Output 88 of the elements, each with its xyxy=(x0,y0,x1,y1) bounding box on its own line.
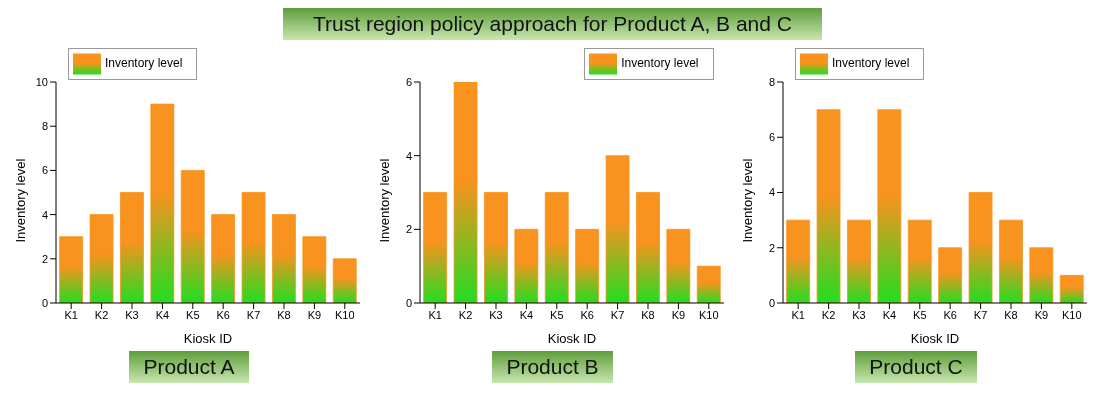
bar xyxy=(847,219,871,303)
x-tick-label: K6 xyxy=(216,308,230,321)
bar xyxy=(453,82,477,303)
text: Product C xyxy=(855,351,977,383)
bar xyxy=(513,228,538,303)
y-tick-label: 2 xyxy=(41,252,48,265)
x-tick-label: K5 xyxy=(186,308,200,321)
x-axis-title: Kiosk ID xyxy=(910,331,960,346)
bar xyxy=(422,192,447,303)
text: Trust region policy approach for Product A, B and C xyxy=(283,8,822,40)
y-tick-label: 6 xyxy=(41,164,48,177)
x-tick-label: K6 xyxy=(579,308,594,321)
bar xyxy=(332,258,357,303)
bar xyxy=(272,214,296,303)
y-tick-label: 6 xyxy=(405,75,412,88)
y-tick-label: 8 xyxy=(768,75,775,88)
x-tick-label: K9 xyxy=(1034,308,1049,321)
x-tick-label: K1 xyxy=(791,308,805,321)
y-tick-label: 2 xyxy=(768,241,775,254)
x-tick-label: K2 xyxy=(458,308,472,321)
x-tick-label: K3 xyxy=(125,308,139,321)
bar xyxy=(1059,274,1084,303)
x-tick-label: K7 xyxy=(973,308,988,321)
x-tick-label: K3 xyxy=(852,308,866,321)
x-tick-label: K3 xyxy=(488,308,503,321)
bar xyxy=(211,214,236,303)
x-tick-label: K10 xyxy=(1062,308,1082,321)
bar xyxy=(665,228,690,303)
x-tick-label: K9 xyxy=(307,308,322,321)
bar xyxy=(483,192,508,303)
y-tick-label: 0 xyxy=(41,296,48,309)
bar xyxy=(635,192,660,303)
bar xyxy=(696,265,721,303)
y-tick-label: 8 xyxy=(41,120,48,133)
bar xyxy=(59,236,84,303)
y-axis-title: Inventory level xyxy=(12,158,28,243)
bar xyxy=(150,103,175,303)
bar xyxy=(180,170,205,303)
bar xyxy=(302,236,327,303)
x-tick-label: K5 xyxy=(549,308,564,321)
bar xyxy=(786,219,811,303)
x-tick-label: K5 xyxy=(913,308,927,321)
bar xyxy=(574,228,599,303)
y-tick-label: 6 xyxy=(768,131,775,144)
bar xyxy=(816,109,841,303)
y-tick-label: 4 xyxy=(405,149,412,162)
bar xyxy=(907,219,932,303)
y-tick-label: 4 xyxy=(41,208,48,221)
x-tick-label: K4 xyxy=(519,308,533,321)
bar xyxy=(999,219,1023,303)
y-tick-label: 10 xyxy=(35,75,48,88)
text: Product A xyxy=(129,351,249,383)
y-axis-title: Inventory level xyxy=(739,158,755,243)
bar xyxy=(120,192,144,303)
x-tick-label: K10 xyxy=(698,308,719,321)
y-axis-title: Inventory level xyxy=(376,158,392,243)
x-tick-label: K2 xyxy=(94,308,109,321)
x-axis-title: Kiosk ID xyxy=(183,331,233,346)
x-tick-label: K7 xyxy=(246,308,261,321)
bar xyxy=(968,192,993,303)
bar xyxy=(877,109,902,303)
y-tick-label: 0 xyxy=(405,296,412,309)
x-tick-label: K10 xyxy=(335,308,355,321)
x-tick-label: K8 xyxy=(640,308,655,321)
legend-label: Inventory level xyxy=(621,56,699,71)
bar xyxy=(938,247,963,303)
x-tick-label: K8 xyxy=(1004,308,1018,321)
x-tick-label: K8 xyxy=(277,308,291,321)
bar xyxy=(605,155,629,303)
bar xyxy=(1029,247,1054,303)
bar xyxy=(544,192,569,303)
legend-label: Inventory level xyxy=(832,56,910,71)
y-tick-label: 2 xyxy=(405,223,412,236)
y-tick-label: 4 xyxy=(768,186,775,199)
x-tick-label: K1 xyxy=(427,308,442,321)
x-axis-title: Kiosk ID xyxy=(547,331,596,346)
x-tick-label: K2 xyxy=(821,308,836,321)
x-tick-label: K1 xyxy=(64,308,78,321)
x-tick-label: K4 xyxy=(155,308,170,321)
text: Product B xyxy=(492,351,613,383)
x-tick-label: K6 xyxy=(943,308,957,321)
y-tick-label: 0 xyxy=(768,296,775,309)
bar xyxy=(241,192,266,303)
x-tick-label: K7 xyxy=(610,308,624,321)
bar xyxy=(89,214,114,303)
x-tick-label: K9 xyxy=(671,308,685,321)
legend-label: Inventory level xyxy=(105,56,183,71)
x-tick-label: K4 xyxy=(882,308,897,321)
